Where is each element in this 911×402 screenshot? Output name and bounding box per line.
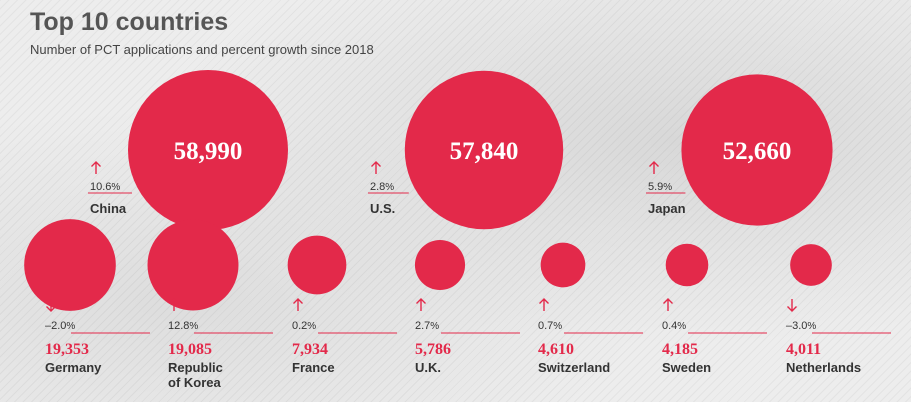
growth-arrow-u-s bbox=[371, 161, 381, 174]
growth-label-china: 10.6% bbox=[90, 181, 120, 193]
growth-arrow-republic-of-korea bbox=[169, 298, 179, 311]
growth-label-u-k: 2.7% bbox=[415, 320, 439, 332]
country-label-republic-of-korea: of Korea bbox=[168, 375, 222, 390]
country-label-france: France bbox=[292, 360, 335, 375]
country-label-switzerland: Switzerland bbox=[538, 360, 610, 375]
bubble-netherlands bbox=[790, 244, 832, 286]
growth-arrow-japan bbox=[649, 161, 659, 174]
value-label-netherlands: 4,011 bbox=[786, 341, 821, 358]
value-label-france: 7,934 bbox=[292, 341, 328, 358]
bubble-france bbox=[287, 235, 347, 295]
chart-title: Top 10 countries bbox=[30, 8, 229, 36]
growth-label-switzerland: 0.7% bbox=[538, 320, 562, 332]
growth-label-republic-of-korea: 12.8% bbox=[168, 320, 198, 332]
country-label-china: China bbox=[90, 201, 127, 216]
bubble-germany bbox=[24, 219, 116, 311]
bubble-value-china: 58,990 bbox=[174, 138, 243, 165]
growth-label-netherlands: –3.0% bbox=[786, 320, 816, 332]
growth-arrow-switzerland bbox=[539, 298, 549, 311]
value-label-u-k: 5,786 bbox=[415, 341, 451, 358]
growth-label-france: 0.2% bbox=[292, 320, 316, 332]
bubble-value-u-s: 57,840 bbox=[450, 138, 519, 165]
country-label-japan: Japan bbox=[648, 201, 686, 216]
value-label-sweden: 4,185 bbox=[662, 341, 698, 358]
bubble-switzerland bbox=[540, 242, 586, 288]
bubble-japan bbox=[681, 74, 833, 226]
growth-arrow-china bbox=[91, 161, 101, 174]
country-label-sweden: Sweden bbox=[662, 360, 711, 375]
bubble-value-japan: 52,660 bbox=[723, 138, 792, 165]
growth-arrow-netherlands bbox=[787, 299, 797, 312]
value-label-germany: 19,353 bbox=[45, 341, 89, 358]
growth-label-germany: –2.0% bbox=[45, 320, 75, 332]
growth-arrow-sweden bbox=[663, 298, 673, 311]
bubble-china bbox=[128, 70, 288, 230]
bubble-republic-of-korea bbox=[147, 219, 239, 311]
growth-arrow-france bbox=[293, 298, 303, 311]
country-label-republic-of-korea: Republic bbox=[168, 360, 223, 375]
value-label-switzerland: 4,610 bbox=[538, 341, 574, 358]
growth-label-u-s: 2.8% bbox=[370, 181, 394, 193]
growth-arrow-germany bbox=[46, 299, 56, 312]
country-label-germany: Germany bbox=[45, 360, 102, 375]
bubble-u-s bbox=[404, 70, 564, 230]
growth-arrow-u-k bbox=[416, 298, 426, 311]
growth-label-japan: 5.9% bbox=[648, 181, 672, 193]
country-label-netherlands: Netherlands bbox=[786, 360, 861, 375]
growth-label-sweden: 0.4% bbox=[662, 320, 686, 332]
bubble-u-k bbox=[414, 239, 466, 291]
country-label-u-k: U.K. bbox=[415, 360, 441, 375]
chart-subtitle: Number of PCT applications and percent g… bbox=[30, 42, 374, 57]
bubble-sweden bbox=[665, 243, 709, 287]
value-label-republic-of-korea: 19,085 bbox=[168, 341, 212, 358]
country-label-u-s: U.S. bbox=[370, 201, 395, 216]
